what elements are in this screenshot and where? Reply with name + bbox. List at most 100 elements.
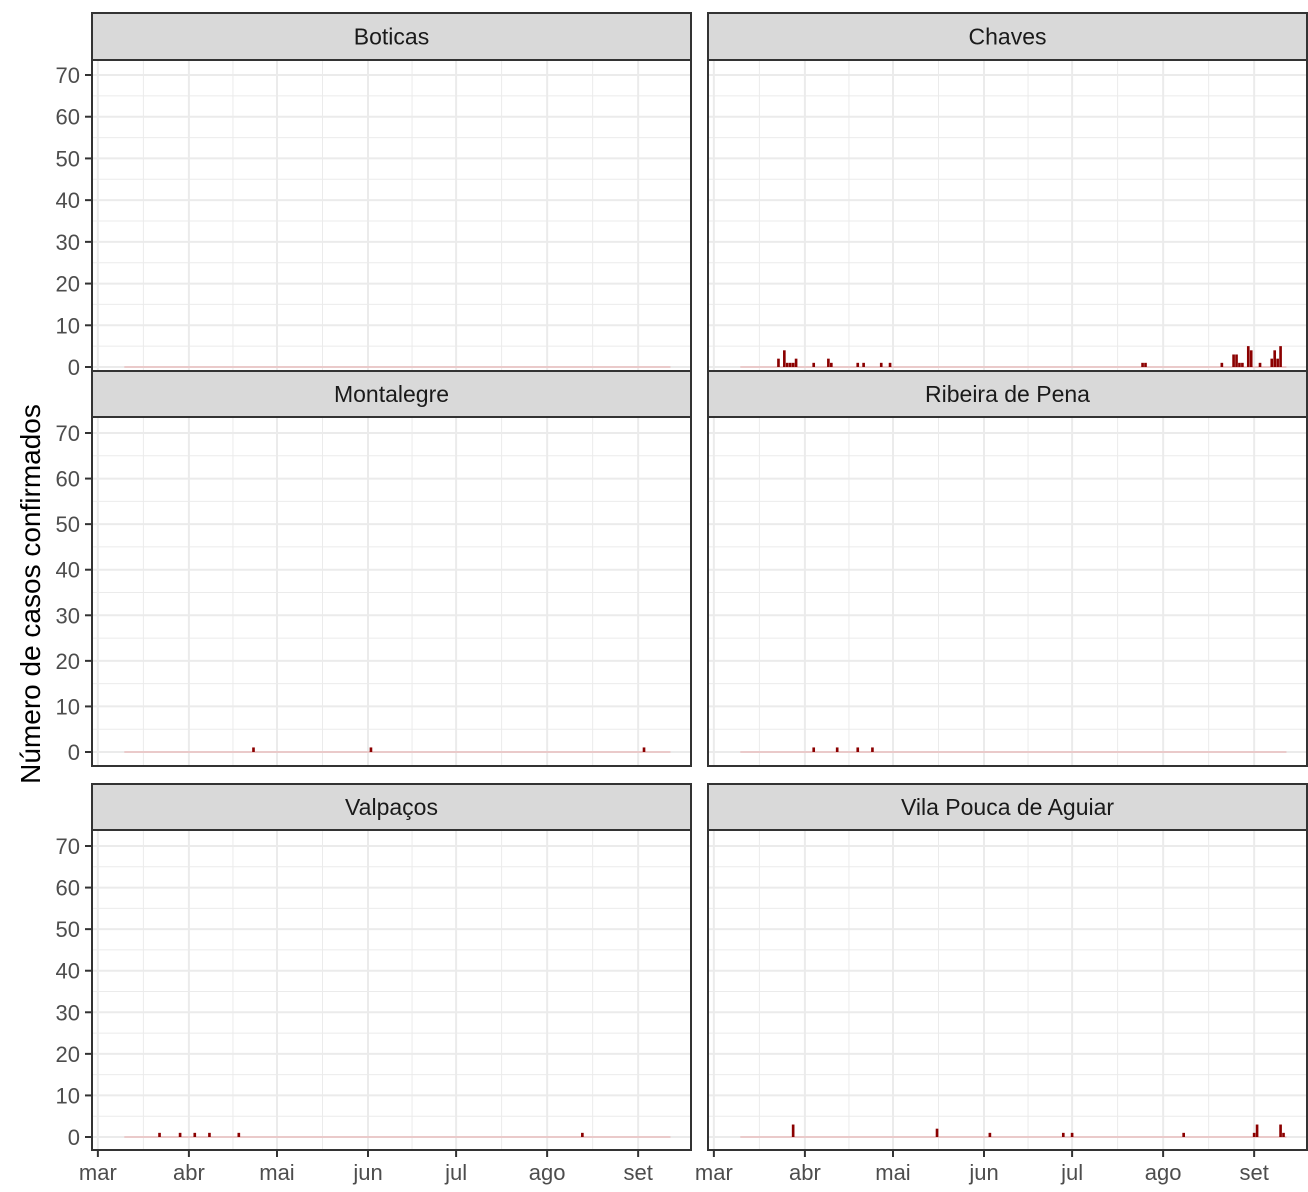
y-tick-label: 0 <box>68 1125 80 1150</box>
y-tick-label: 50 <box>56 146 80 171</box>
y-tick-label: 70 <box>56 63 80 88</box>
facet-vila-pouca-de-aguiar: Vila Pouca de Aguiar mar abr mai jun jul ago se… <box>695 783 1308 1185</box>
facet-strip <box>707 370 1308 418</box>
facet-strip <box>707 12 1308 61</box>
data-bar <box>856 747 860 752</box>
data-bar <box>783 350 786 367</box>
y-tick-label: 20 <box>56 1042 80 1067</box>
data-bar <box>1061 1132 1065 1137</box>
panel-background <box>92 830 691 1150</box>
y-tick-label: 40 <box>56 959 80 984</box>
panel-background <box>708 830 1307 1150</box>
data-bar <box>871 747 874 752</box>
data-bar <box>178 1132 182 1137</box>
facet-title: Boticas <box>354 24 429 50</box>
x-tick-label: ago <box>529 1160 566 1185</box>
y-tick-label: 10 <box>56 1083 80 1108</box>
data-bar <box>888 362 892 367</box>
y-tick-label: 30 <box>56 230 80 255</box>
data-bar <box>1238 362 1241 367</box>
data-bar <box>1246 346 1250 367</box>
x-tick-label: mai <box>875 1160 910 1185</box>
panel-background <box>708 417 1307 766</box>
y-tick-label: 0 <box>68 740 80 765</box>
y-tick-label: 50 <box>56 512 80 537</box>
y-tick-label: 30 <box>56 603 80 628</box>
x-tick-label: jun <box>968 1160 998 1185</box>
x-tick-label: abr <box>173 1160 205 1185</box>
data-bar <box>1282 1132 1285 1137</box>
y-tick-label: 60 <box>56 876 80 901</box>
data-bar <box>812 747 816 752</box>
data-bar <box>856 362 860 367</box>
data-bar <box>642 747 646 752</box>
x-tick-label: jun <box>352 1160 382 1185</box>
y-tick-label: 30 <box>56 1000 80 1025</box>
data-bar <box>369 747 373 752</box>
facet-title: Vila Pouca de Aguiar <box>901 794 1114 820</box>
panel-background <box>708 60 1307 380</box>
data-bar <box>581 1132 584 1137</box>
y-tick-label: 60 <box>56 105 80 130</box>
y-tick-label: 50 <box>56 917 80 942</box>
facet-boticas: Boticas 0 10 20 30 40 50 60 70 <box>56 12 692 381</box>
facet-title: Chaves <box>969 24 1047 50</box>
data-bar <box>1279 1124 1282 1137</box>
data-bar <box>862 362 865 367</box>
data-bar <box>794 358 798 367</box>
x-tick-label: mar <box>695 1160 733 1185</box>
panel-background <box>92 60 691 380</box>
data-bar <box>988 1132 992 1137</box>
data-bar <box>252 747 255 752</box>
x-tick-label: abr <box>789 1160 821 1185</box>
x-tick-label: ago <box>1145 1160 1182 1185</box>
data-bar <box>830 362 833 367</box>
y-tick-label: 10 <box>56 313 80 338</box>
panel-background <box>92 417 691 766</box>
data-bar <box>1182 1132 1185 1137</box>
data-bar <box>1220 362 1224 367</box>
data-bar <box>1232 354 1235 367</box>
data-bar <box>208 1132 211 1137</box>
facet-valpacos: Valpaços 0 10 20 30 40 50 60 70 mar abr mai jun jul ag… <box>56 783 692 1185</box>
data-bar <box>879 362 883 367</box>
x-tick-label: jul <box>1060 1160 1083 1185</box>
facet-strip <box>707 783 1308 831</box>
data-bar <box>827 358 830 367</box>
data-bar <box>785 362 789 367</box>
y-tick-label: 70 <box>56 421 80 446</box>
data-bar <box>193 1132 197 1137</box>
data-bar <box>1258 362 1262 367</box>
data-bar <box>835 747 839 752</box>
data-bar <box>1276 358 1279 367</box>
facet-strip <box>91 370 692 418</box>
y-tick-label: 0 <box>68 355 80 380</box>
data-bar <box>1273 350 1277 367</box>
facet-title: Valpaços <box>345 794 438 820</box>
data-bar <box>1144 362 1147 367</box>
data-bar <box>791 362 795 367</box>
data-bar <box>1255 1124 1259 1137</box>
data-bar <box>1241 362 1244 367</box>
data-bar <box>1279 346 1282 367</box>
data-bar <box>791 1124 795 1137</box>
y-tick-label: 10 <box>56 694 80 719</box>
facet-title: Ribeira de Pena <box>925 381 1090 407</box>
y-tick-label: 40 <box>56 188 80 213</box>
data-bar <box>788 362 792 367</box>
facet-title: Montalegre <box>334 381 449 407</box>
y-tick-label: 60 <box>56 467 80 492</box>
x-tick-label: mai <box>259 1160 294 1185</box>
data-bar <box>237 1132 241 1137</box>
data-bar <box>1252 1132 1256 1137</box>
data-bar <box>777 358 780 367</box>
y-tick-label: 20 <box>56 272 80 297</box>
facet-montalegre: Montalegre 0 10 20 30 40 50 60 70 <box>56 370 692 767</box>
data-bar <box>1235 354 1238 367</box>
data-bar <box>1270 358 1274 367</box>
x-tick-label: jul <box>444 1160 467 1185</box>
facet-strip <box>91 783 692 831</box>
facet-ribeira-de-pena: Ribeira de Pena <box>707 370 1308 767</box>
